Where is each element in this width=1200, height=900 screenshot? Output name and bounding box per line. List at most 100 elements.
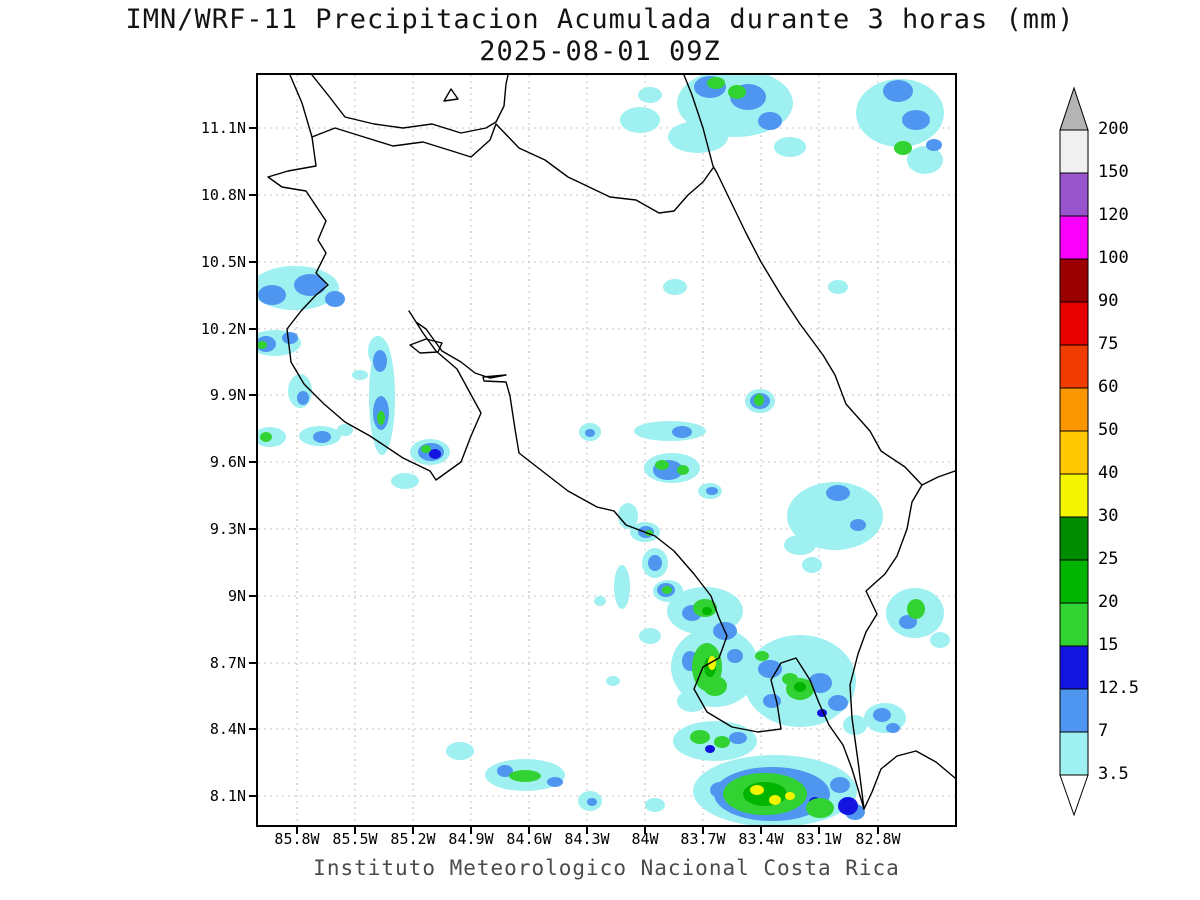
axis-tick <box>528 827 530 834</box>
colorbar-label: 50 <box>1098 420 1119 440</box>
colorbar-label: 60 <box>1098 377 1119 397</box>
precip-cell <box>828 695 848 711</box>
precip-cell <box>763 694 781 708</box>
precip-cell <box>705 745 715 753</box>
precip-cell <box>727 649 743 663</box>
precip-cell <box>648 555 662 571</box>
precip-cell <box>497 765 513 777</box>
precip-cell <box>907 599 925 619</box>
precip-cell <box>907 146 943 174</box>
precip-cell <box>547 777 563 787</box>
coastline <box>311 123 714 214</box>
colorbar-label: 20 <box>1098 592 1119 612</box>
precip-cell <box>758 112 782 130</box>
colorbar-band <box>1059 301 1089 346</box>
precip-cell <box>668 121 728 153</box>
colorbar-over-triangle <box>1059 86 1089 131</box>
colorbar-band <box>1059 172 1089 217</box>
colorbar-band <box>1059 602 1089 647</box>
colorbar-band <box>1059 344 1089 389</box>
lat-tick-label: 8.4N <box>209 720 246 738</box>
caption: Instituto Meteorologico Nacional Costa R… <box>313 856 900 880</box>
precip-cell <box>325 291 345 307</box>
precip-cell <box>421 445 431 453</box>
precip-cell <box>614 565 630 609</box>
axis-tick <box>470 827 472 834</box>
precip-cell <box>663 279 687 295</box>
lat-tick-label: 10.2N <box>200 320 246 338</box>
lon-tick-label: 82.8W <box>855 830 901 848</box>
coastline <box>443 88 459 102</box>
precip-cell <box>785 792 795 800</box>
axis-tick <box>818 827 820 834</box>
precip-cell <box>662 586 672 594</box>
precip-cell <box>850 519 866 531</box>
precip-cell <box>714 736 730 748</box>
colorbar <box>1059 86 1089 817</box>
precip-cell <box>806 798 834 818</box>
colorbar-label: 3.5 <box>1098 764 1129 784</box>
colorbar-label: 12.5 <box>1098 678 1139 698</box>
precip-cell <box>702 607 712 615</box>
precip-cell <box>677 465 689 475</box>
colorbar-label: 40 <box>1098 463 1119 483</box>
lat-tick-label: 8.7N <box>209 654 246 672</box>
precip-cell <box>782 673 798 685</box>
precip-cell <box>594 596 606 606</box>
colorbar-label: 7 <box>1098 721 1109 741</box>
precip-cell <box>297 391 309 405</box>
coastline <box>409 338 443 354</box>
axis-tick <box>249 194 256 196</box>
precipitation-map <box>258 75 955 825</box>
lon-tick-label: 84.9W <box>448 830 494 848</box>
colorbar-band <box>1059 215 1089 260</box>
colorbar-label: 200 <box>1098 119 1129 139</box>
lon-tick-label: 83.1W <box>796 830 842 848</box>
precip-cell <box>690 730 710 744</box>
lat-tick-label: 9N <box>227 587 246 605</box>
precip-cell <box>902 110 930 130</box>
colorbar-band <box>1059 731 1089 776</box>
axis-tick <box>586 827 588 834</box>
axis-tick <box>354 827 356 834</box>
map-datetime: 2025-08-01 09Z <box>479 36 721 67</box>
colorbar-band <box>1059 645 1089 690</box>
precip-cell <box>352 370 368 380</box>
precip-cell <box>769 795 781 805</box>
precip-cell <box>703 676 727 696</box>
axis-tick <box>249 394 256 396</box>
precip-cell <box>587 798 597 806</box>
colorbar-band <box>1059 559 1089 604</box>
lat-tick-label: 9.3N <box>209 520 246 538</box>
precip-cell <box>873 708 891 722</box>
precip-cell <box>260 432 272 442</box>
precip-cell <box>509 770 541 782</box>
colorbar-label: 90 <box>1098 291 1119 311</box>
axis-tick <box>249 662 256 664</box>
precip-cell <box>258 341 267 349</box>
axis-tick <box>249 795 256 797</box>
lon-tick-label: 83.4W <box>738 830 784 848</box>
axis-tick <box>702 827 704 834</box>
precip-cell <box>743 782 787 806</box>
precip-cell <box>784 535 816 555</box>
precip-cell <box>706 487 718 495</box>
precip-cell <box>337 424 353 436</box>
precip-cell <box>828 280 848 294</box>
precip-cell <box>708 656 716 670</box>
colorbar-band <box>1059 387 1089 432</box>
precip-cell <box>373 350 387 372</box>
precip-cell <box>645 798 665 812</box>
axis-tick <box>249 461 256 463</box>
coastline <box>849 484 923 810</box>
precip-cell <box>894 141 912 155</box>
map-title: IMN/WRF-11 Precipitacion Acumulada duran… <box>125 4 1075 35</box>
precip-cell <box>313 431 331 443</box>
precip-cell <box>843 715 867 735</box>
colorbar-label: 75 <box>1098 334 1119 354</box>
colorbar-band <box>1059 430 1089 475</box>
axis-tick <box>249 528 256 530</box>
colorbar-band <box>1059 129 1089 174</box>
lon-tick-label: 85.5W <box>332 830 378 848</box>
precip-cell <box>758 660 782 678</box>
